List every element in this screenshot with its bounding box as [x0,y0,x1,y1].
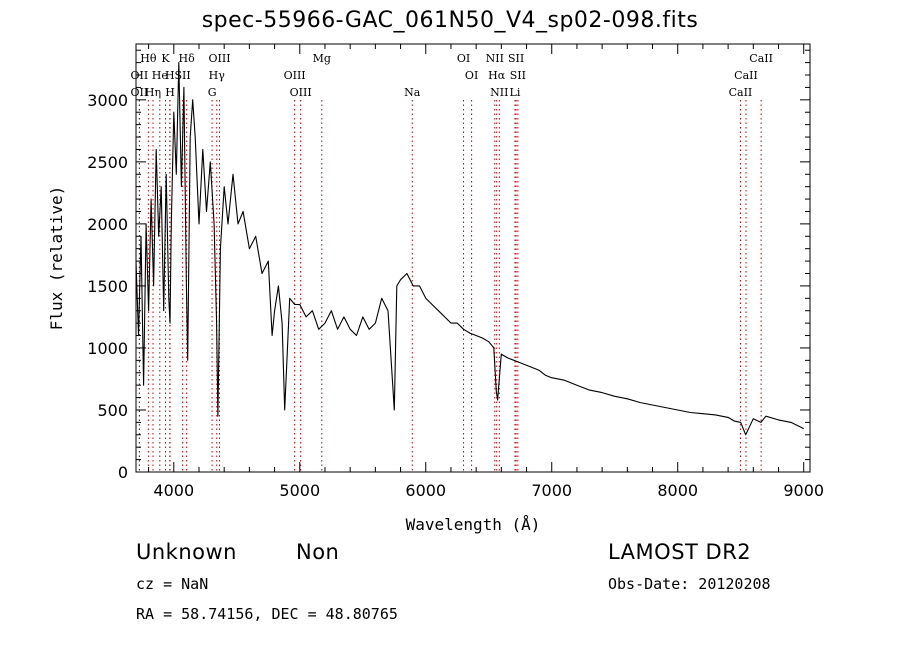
spectral-line-label: NII [490,86,508,99]
y-tick-label: 500 [97,401,128,420]
spectral-line-label: CaII [749,52,773,65]
y-tick-label: 2500 [87,153,128,172]
subclass-label: Non [296,540,340,564]
spectral-line-label: Hθ [140,52,157,65]
x-tick-label: 8000 [657,481,698,500]
spectral-line-label: H [165,86,175,99]
spectral-line-label: Hη [145,86,161,99]
spectral-line-label: Hδ [179,52,196,65]
spectral-line-label: OII [131,86,149,99]
spectral-line-label: CaII [729,86,753,99]
spectral-line-label: He [152,69,168,82]
spectral-line-label: K [161,52,170,65]
cz-label: cz = NaN [136,575,209,593]
spectral-line-label: OIII [284,69,306,82]
x-tick-label: 7000 [531,481,572,500]
spectral-line-label: SII [510,69,526,82]
plot-frame [135,43,811,473]
spectral-line-label: SII [508,52,524,65]
spectral-line-label: OIII [290,86,312,99]
x-axis-label: Wavelength (Å) [406,515,541,534]
spectral-line-label: Hα [488,69,506,82]
y-tick-label: 3000 [87,91,128,110]
y-tick-label: 2000 [87,215,128,234]
spectral-line-label: CaII [734,69,758,82]
spectral-line-label: Hγ [209,69,226,82]
obs-date-label: Obs-Date: 20120208 [608,575,771,593]
class-label: Unknown [136,540,237,564]
spectral-line-label: OI [457,52,470,65]
y-tick-label: 1500 [87,277,128,296]
x-tick-label: 9000 [783,481,824,500]
x-tick-label: 4000 [153,481,194,500]
spectral-line-label: H [165,69,175,82]
spectral-line-label: Na [404,86,421,99]
spectral-line-label: Mg [313,52,331,65]
chart-title: spec-55966-GAC_061N50_V4_sp02-098.fits [201,8,699,33]
spectral-line-label: OI [465,69,478,82]
spectral-line-label: SII [174,69,190,82]
spectrum-line [135,62,804,436]
y-axis-label: Flux (relative) [47,186,66,331]
survey-label: LAMOST DR2 [608,540,752,564]
spectral-line-label: NII [486,52,504,65]
y-tick-label: 0 [118,463,128,482]
spectral-line-label: G [208,86,217,99]
x-tick-label: 5000 [279,481,320,500]
radec-label: RA = 58.74156, DEC = 48.80765 [136,605,398,623]
spectral-line-label: Li [510,86,521,99]
spectral-line-label: OIII [208,52,230,65]
y-tick-label: 1000 [87,339,128,358]
x-tick-label: 6000 [405,481,446,500]
